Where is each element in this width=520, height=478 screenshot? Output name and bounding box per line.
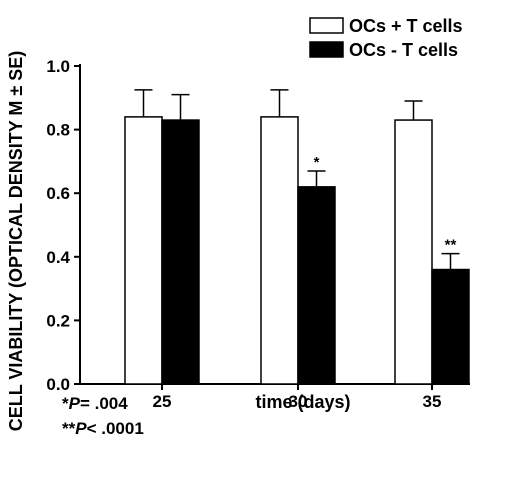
footnote-text: < .0001	[86, 419, 144, 438]
y-tick-label: 1.0	[46, 57, 70, 76]
bar	[260, 116, 299, 385]
footnote-italic: P	[75, 419, 87, 438]
x-axis-label: time (days)	[255, 392, 350, 412]
y-tick-label: 0.4	[46, 248, 70, 267]
footnote-text: = .004	[79, 394, 128, 413]
footnote-prefix: **	[62, 419, 76, 438]
chart-bars: ***	[124, 89, 470, 385]
y-tick-label: 0.0	[46, 375, 70, 394]
bar	[297, 186, 336, 385]
bar	[394, 119, 433, 385]
bar	[431, 268, 470, 385]
footnote-p-0001: **P< .0001	[62, 419, 144, 439]
x-tick-label: 30	[289, 392, 308, 411]
bar	[161, 119, 200, 385]
y-tick-label: 0.6	[46, 184, 70, 203]
y-tick-label: 0.8	[46, 121, 70, 140]
legend-label: OCs - T cells	[349, 40, 458, 60]
bar	[124, 116, 163, 385]
y-axis-label: CELL VIABILITY (OPTICAL DENSITY M ± SE)	[6, 51, 26, 432]
legend-label: OCs + T cells	[349, 16, 463, 36]
footnote-italic: P	[68, 394, 80, 413]
legend-swatch	[309, 17, 344, 34]
chart-legend: OCs + T cells OCs - T cells	[309, 16, 463, 60]
legend-swatch	[309, 41, 344, 58]
footnote-p-004: *P= .004	[62, 394, 128, 414]
significance-marker: **	[445, 237, 457, 254]
significance-marker: *	[314, 154, 320, 171]
x-tick-label: 35	[423, 392, 442, 411]
x-tick-label: 25	[153, 392, 172, 411]
y-tick-label: 0.2	[46, 311, 70, 330]
footnote-prefix: *	[62, 394, 69, 413]
